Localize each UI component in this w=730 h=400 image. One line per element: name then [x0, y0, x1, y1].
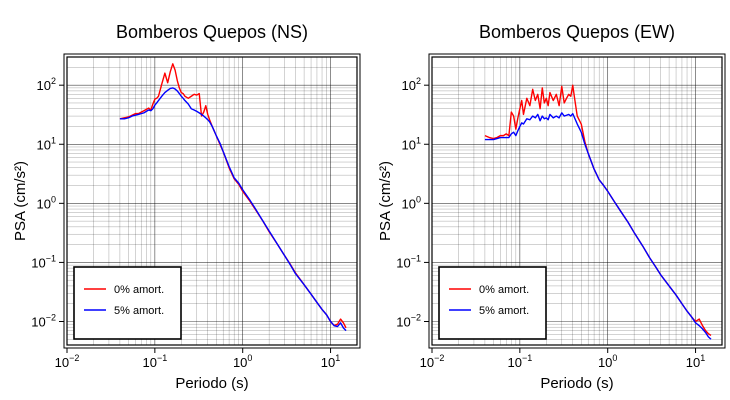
- x-tick-label: 10−1: [142, 353, 167, 370]
- x-tick-label: 101: [686, 353, 705, 370]
- y-axis-label: PSA (cm/s²): [12, 161, 29, 241]
- x-axis-label: Periodo (s): [175, 375, 248, 392]
- plot-frame: [431, 56, 723, 346]
- series-line-damped: [119, 87, 347, 332]
- legend-label: 0% amort.: [114, 284, 164, 296]
- chart-panel-left: 10−2 10−1 100 101 10−2 10−1 100 101 102 Bomberos …: [12, 22, 361, 392]
- chart-title: Bomberos Quepos (EW): [479, 22, 675, 42]
- y-tick-label: 10−1: [396, 253, 421, 270]
- y-tick-label: 102: [402, 76, 421, 93]
- y-tick-label: 101: [37, 135, 56, 152]
- x-axis-label: Periodo (s): [540, 375, 613, 392]
- series-line-damped: [484, 112, 712, 340]
- grid: [66, 56, 358, 346]
- x-tick-label: 100: [598, 353, 617, 370]
- y-axis-label: PSA (cm/s²): [377, 161, 394, 241]
- y-tick-label: 101: [402, 135, 421, 152]
- chart-panel-right: 10−2 10−1 100 101 10−2 10−1 100 101 102 Bomberos …: [377, 22, 726, 392]
- chart-title: Bomberos Quepos (NS): [116, 22, 308, 42]
- x-tick-label: 10−2: [420, 353, 445, 370]
- x-tick-label: 100: [233, 353, 252, 370]
- y-tick-label: 100: [37, 194, 56, 211]
- y-tick-label: 10−2: [31, 312, 56, 329]
- y-tick-label: 10−2: [396, 312, 421, 329]
- legend-label: 5% amort.: [114, 305, 164, 317]
- x-tick-label: 10−1: [507, 353, 532, 370]
- y-tick-label: 102: [37, 76, 56, 93]
- legend: 0% amort. 5% amort.: [73, 266, 182, 340]
- plot-frame: [66, 56, 358, 346]
- legend-label: 5% amort.: [479, 305, 529, 317]
- x-tick-label: 101: [321, 353, 340, 370]
- plot-frame-outer: [63, 53, 361, 349]
- legend-box: [73, 266, 182, 340]
- legend-box: [438, 266, 547, 340]
- legend: 0% amort. 5% amort.: [438, 266, 547, 340]
- plot-frame-outer: [428, 53, 726, 349]
- y-tick-label: 10−1: [31, 253, 56, 270]
- x-tick-label: 10−2: [55, 353, 80, 370]
- legend-label: 0% amort.: [479, 284, 529, 296]
- y-tick-label: 100: [402, 194, 421, 211]
